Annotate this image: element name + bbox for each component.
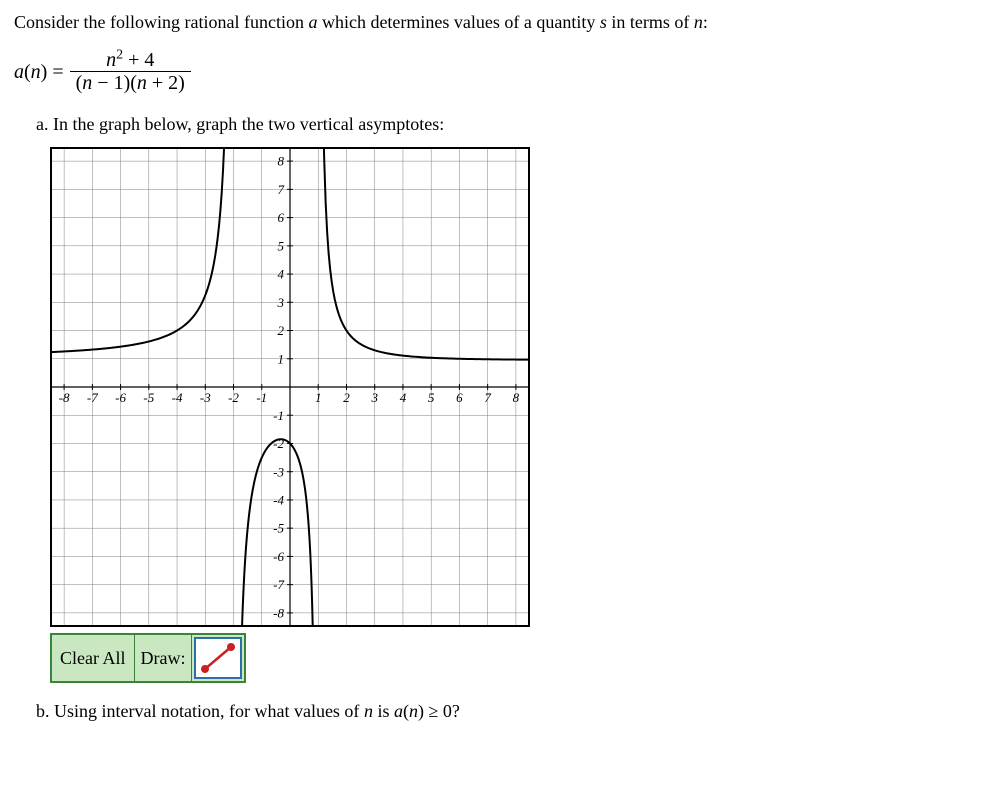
svg-text:6: 6 bbox=[456, 390, 463, 405]
svg-text:3: 3 bbox=[370, 390, 378, 405]
svg-text:1: 1 bbox=[278, 352, 285, 367]
part-b-label: b. bbox=[36, 701, 54, 721]
svg-text:2: 2 bbox=[278, 323, 285, 338]
svg-text:-5: -5 bbox=[273, 521, 284, 536]
svg-text:-7: -7 bbox=[273, 578, 284, 593]
draw-label: Draw: bbox=[135, 635, 193, 681]
svg-text:3: 3 bbox=[277, 295, 285, 310]
prompt-text: which determines values of a quantity bbox=[317, 12, 599, 32]
graph-area[interactable]: -8 -7 -6 -5 -4 -3 -2 -1 1 2 3 4 5 6 7 8 -8 -7 -6 -5 -4 -3 -2 -1… bbox=[50, 147, 986, 627]
svg-text:-2: -2 bbox=[273, 436, 284, 451]
svg-text:-7: -7 bbox=[87, 390, 98, 405]
part-b-n: n bbox=[364, 701, 373, 721]
fraction: n2 + 4 (n − 1)(n + 2) bbox=[70, 49, 191, 94]
prompt-text: Consider the following rational function bbox=[14, 12, 308, 32]
svg-text:8: 8 bbox=[513, 390, 520, 405]
line-tool-icon bbox=[201, 643, 235, 673]
question-prompt: Consider the following rational function… bbox=[14, 10, 986, 35]
svg-text:-4: -4 bbox=[273, 493, 284, 508]
numerator: n2 + 4 bbox=[100, 49, 160, 71]
num-rest: + 4 bbox=[123, 49, 154, 71]
svg-text:-6: -6 bbox=[273, 549, 284, 564]
clear-all-button[interactable]: Clear All bbox=[52, 635, 135, 681]
part-b-pre: Using interval notation, for what values… bbox=[54, 701, 364, 721]
svg-text:6: 6 bbox=[278, 211, 285, 226]
prompt-text: in terms of bbox=[607, 12, 694, 32]
line-tool-button[interactable] bbox=[194, 637, 242, 679]
part-b-mid: is bbox=[373, 701, 394, 721]
function-graph[interactable]: -8 -7 -6 -5 -4 -3 -2 -1 1 2 3 4 5 6 7 8 -8 -7 -6 -5 -4 -3 -2 -1… bbox=[50, 147, 530, 627]
svg-text:2: 2 bbox=[343, 390, 350, 405]
svg-text:7: 7 bbox=[278, 182, 285, 197]
svg-text:5: 5 bbox=[278, 239, 285, 254]
svg-text:-3: -3 bbox=[200, 390, 211, 405]
svg-text:-8: -8 bbox=[59, 390, 70, 405]
svg-text:-1: -1 bbox=[256, 390, 267, 405]
denominator: (n − 1)(n + 2) bbox=[70, 72, 191, 94]
fn-a: a bbox=[14, 61, 24, 83]
svg-text:-4: -4 bbox=[172, 390, 183, 405]
part-b-close: ) ≥ 0? bbox=[418, 701, 460, 721]
part-b-n2: n bbox=[409, 701, 418, 721]
paren-close-eq: ) = bbox=[41, 61, 64, 83]
graph-toolbar: Clear All Draw: bbox=[50, 633, 246, 683]
part-a-label: a. bbox=[36, 114, 53, 134]
var-n: n bbox=[694, 12, 703, 32]
svg-text:7: 7 bbox=[484, 390, 491, 405]
svg-text:8: 8 bbox=[278, 154, 285, 169]
part-a-text: In the graph below, graph the two vertic… bbox=[53, 114, 444, 134]
prompt-text: : bbox=[703, 12, 708, 32]
svg-text:-3: -3 bbox=[273, 465, 284, 480]
svg-text:-2: -2 bbox=[228, 390, 239, 405]
function-definition: a(n) = n2 + 4 (n − 1)(n + 2) bbox=[14, 49, 986, 94]
fn-n: n bbox=[31, 61, 41, 83]
svg-text:-5: -5 bbox=[143, 390, 154, 405]
svg-text:-1: -1 bbox=[273, 408, 284, 423]
part-b-a: a bbox=[394, 701, 403, 721]
svg-text:1: 1 bbox=[315, 390, 322, 405]
paren-open: ( bbox=[24, 61, 31, 83]
svg-text:-6: -6 bbox=[115, 390, 126, 405]
svg-text:4: 4 bbox=[278, 267, 285, 282]
clear-all-label: Clear All bbox=[60, 646, 126, 671]
var-s: s bbox=[600, 12, 607, 32]
part-b: b. Using interval notation, for what val… bbox=[36, 699, 986, 724]
part-a: a. In the graph below, graph the two ver… bbox=[36, 112, 986, 137]
num-n: n bbox=[106, 49, 116, 71]
svg-text:5: 5 bbox=[428, 390, 435, 405]
svg-text:4: 4 bbox=[400, 390, 407, 405]
svg-text:-8: -8 bbox=[273, 606, 284, 621]
